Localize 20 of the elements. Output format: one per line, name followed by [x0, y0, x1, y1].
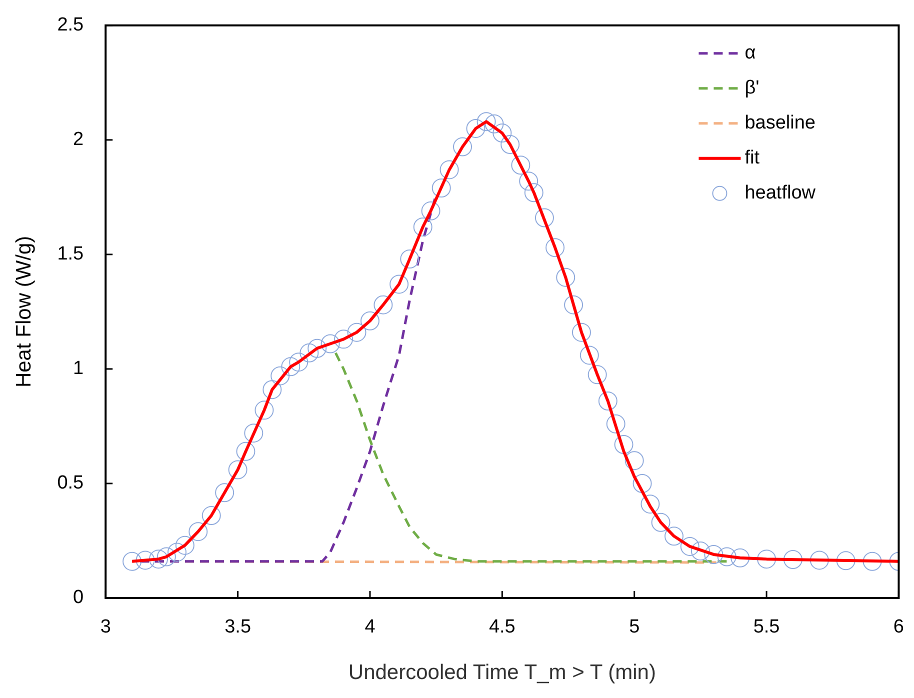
y-tick-label: 2	[73, 129, 84, 150]
y-tick-label: 1	[73, 358, 84, 380]
x-tick-label: 3.5	[224, 616, 252, 638]
legend-label: heatflow	[744, 182, 816, 204]
legend-label: baseline	[744, 112, 816, 134]
y-tick-label: 2.5	[57, 14, 84, 36]
x-tick-label: 4.5	[488, 616, 516, 638]
legend-label: fit	[744, 148, 760, 169]
legend-label: α	[744, 42, 756, 64]
x-tick-label: 4	[364, 616, 376, 638]
y-axis-title: Heat Flow (W/g)	[12, 236, 36, 388]
x-tick-label: 5.5	[753, 616, 780, 638]
x-tick-label: 3	[100, 616, 111, 638]
x-tick-label: 6	[893, 616, 904, 638]
legend-label: β'	[744, 78, 760, 99]
y-tick-label: 0	[73, 587, 84, 608]
y-tick-label: 1.5	[57, 244, 84, 265]
y-tick-label: 0.5	[57, 472, 84, 494]
x-tick-label: 5	[629, 616, 640, 638]
x-axis-title: Undercooled Time T_m > T (min)	[348, 661, 656, 684]
